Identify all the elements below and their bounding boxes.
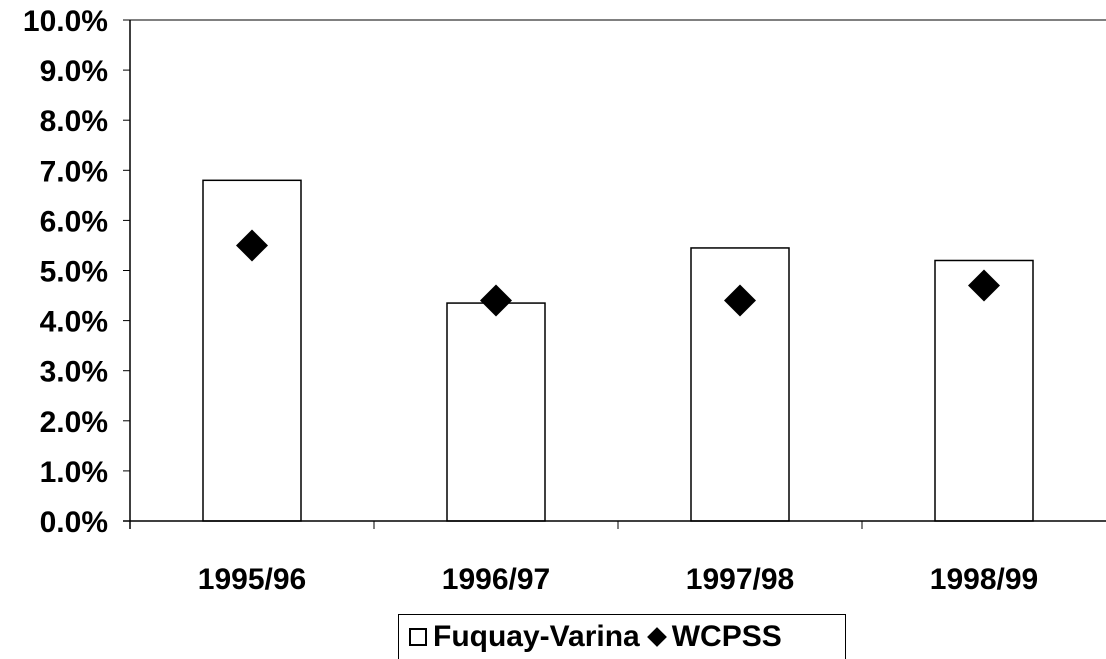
legend-label: Fuquay-Varina — [433, 620, 640, 653]
x-tick-label: 1995/96 — [198, 563, 306, 596]
y-tick-label: 8.0% — [40, 105, 108, 138]
y-tick-label: 0.0% — [40, 506, 108, 539]
x-axis-ticks: 1995/96 1996/97 1997/98 1998/99 — [198, 521, 1038, 596]
legend-label: WCPSS — [671, 620, 782, 653]
x-tick-label: 1996/97 — [442, 563, 550, 596]
y-tick-label: 7.0% — [40, 155, 108, 188]
axes — [123, 19, 1106, 529]
square-outline-icon — [409, 628, 427, 646]
y-tick-label: 10.0% — [23, 5, 108, 38]
y-tick-label: 4.0% — [40, 306, 108, 339]
y-tick-label: 5.0% — [40, 256, 108, 289]
y-tick-label: 1.0% — [40, 456, 108, 489]
marker-point — [480, 284, 512, 317]
chart: 0.0% 1.0% 2.0% 3.0% 4.0% 5.0% 6.0% 7.0% 8.0% 9.0%… — [23, 5, 1106, 596]
legend-item-wcpss: WCPSS — [640, 620, 782, 654]
bar-series — [202, 179, 1034, 522]
y-axis-ticks: 0.0% 1.0% 2.0% 3.0% 4.0% 5.0% 6.0% 7.0% 8.0% 9.0%… — [23, 5, 130, 539]
y-tick-label: 3.0% — [40, 356, 108, 389]
legend-item-fuquay-varina: Fuquay-Varina — [409, 620, 640, 654]
x-tick-label: 1997/98 — [686, 563, 794, 596]
marker-point — [968, 269, 1000, 302]
diamond-icon — [646, 627, 667, 647]
x-tick-label: 1998/99 — [930, 563, 1038, 596]
marker-series — [236, 229, 1000, 317]
bar — [934, 259, 1034, 522]
y-tick-label: 2.0% — [40, 406, 108, 439]
y-tick-label: 6.0% — [40, 205, 108, 238]
legend: Fuquay-Varina WCPSS — [398, 614, 846, 659]
marker-point — [236, 229, 268, 262]
bar — [446, 302, 546, 522]
y-tick-label: 9.0% — [40, 55, 108, 88]
marker-point — [724, 284, 756, 317]
